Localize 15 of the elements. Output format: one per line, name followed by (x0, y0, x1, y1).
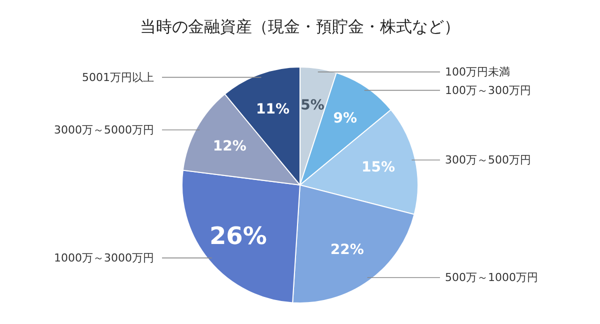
data-label: 11% (256, 102, 290, 118)
data-label: 5% (300, 98, 324, 114)
data-label: 22% (330, 242, 364, 258)
slice-label: 3000万～5000万円 (54, 123, 154, 136)
slice-label: 5001万円以上 (82, 70, 154, 84)
slice-label: 1000万～3000万円 (54, 251, 154, 264)
data-label: 9% (333, 110, 357, 127)
slice-label: 100万～300万円 (445, 84, 531, 97)
data-label: 15% (362, 159, 396, 176)
slice-label: 100万円未満 (445, 65, 510, 78)
data-label: 26% (209, 222, 267, 250)
data-label: 12% (212, 138, 246, 154)
chart-title: 当時の金融資産（現金・預貯金・株式など） (140, 17, 460, 36)
slice-label: 300万～500万円 (445, 154, 531, 167)
slice-label: 500万～1000万円 (445, 271, 538, 284)
